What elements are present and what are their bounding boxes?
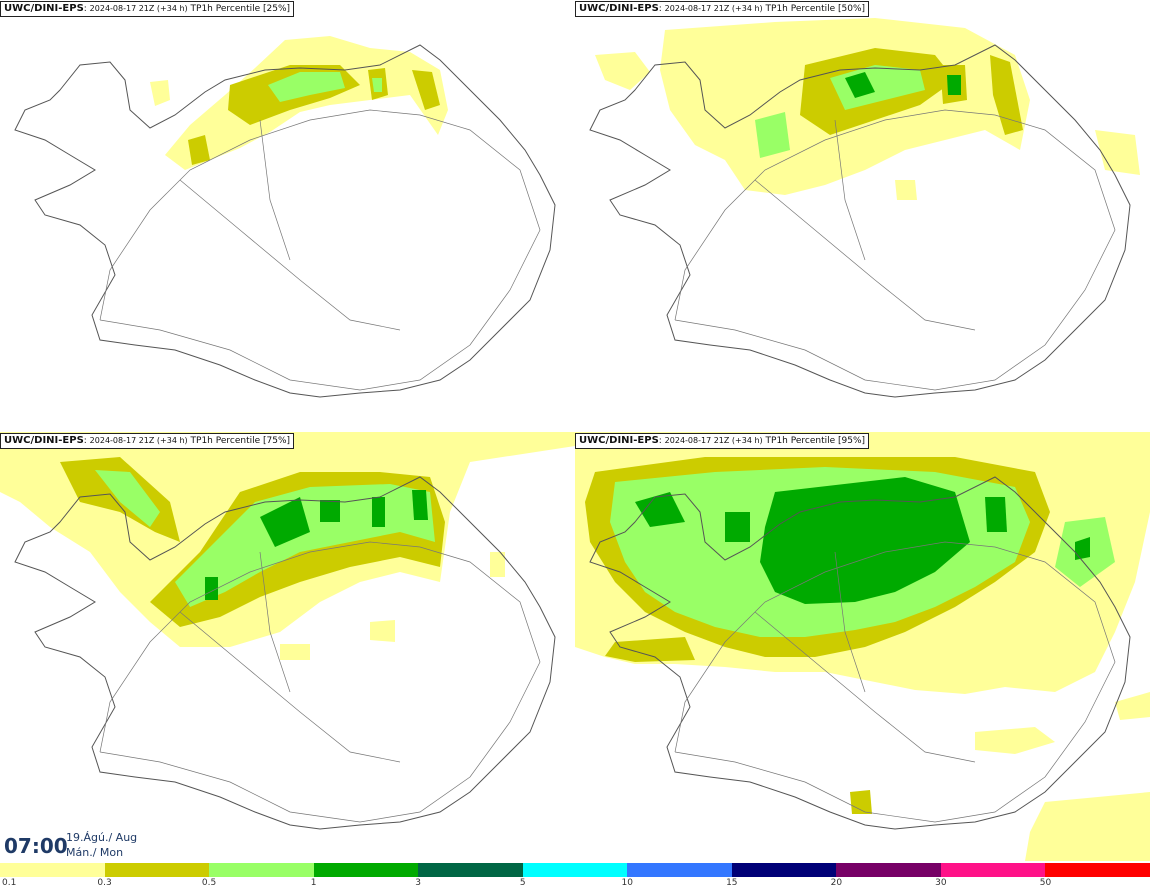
- variable-name: TP1h Percentile: [765, 436, 836, 446]
- variable-name: TP1h Percentile: [190, 436, 261, 446]
- legend-tick-label: 0.1: [2, 878, 17, 888]
- legend-swatch: [418, 863, 524, 877]
- legend-swatch: [522, 863, 628, 877]
- legend-tick-label: 10: [621, 878, 633, 888]
- legend-swatch: [104, 863, 210, 877]
- road-network-p25: [99, 109, 541, 391]
- run-info: 2024-08-17 21Z (+34 h): [664, 4, 763, 13]
- iceland-outline-p95: [589, 476, 1131, 830]
- legend-swatch: [0, 863, 106, 877]
- precip-field-p75: [0, 432, 575, 660]
- map-panel-p25: UWC/DINI-EPS: 2024-08-17 21Z (+34 h) TP1…: [0, 0, 575, 429]
- precip-field-p25: [150, 36, 448, 170]
- valid-time: 07:00: [4, 834, 68, 858]
- panel-title-p25: UWC/DINI-EPS: 2024-08-17 21Z (+34 h) TP1…: [0, 1, 295, 17]
- legend-swatch: [313, 863, 419, 877]
- legend-tick-label: 50: [1039, 878, 1052, 888]
- legend-tick-label: 0.3: [97, 878, 112, 888]
- legend-swatch: [731, 863, 837, 877]
- precip-map-p25: [14, 36, 556, 398]
- precip-field-p95: [575, 432, 1150, 861]
- model-name: UWC/DINI-EPS: [4, 435, 84, 446]
- precip-field-p50: [595, 18, 1140, 200]
- model-name: UWC/DINI-EPS: [4, 3, 84, 14]
- precip-map-p75: [0, 432, 575, 830]
- legend-tick-label: 30: [935, 878, 947, 888]
- map-panel-p95: UWC/DINI-EPS: 2024-08-17 21Z (+34 h) TP1…: [575, 432, 1150, 861]
- legend-swatch: [209, 863, 315, 877]
- legend-swatch: [836, 863, 942, 877]
- precip-map-p50: [589, 18, 1140, 398]
- iceland-outline-p50: [589, 44, 1131, 398]
- panel-title-p75: UWC/DINI-EPS: 2024-08-17 21Z (+34 h) TP1…: [0, 433, 295, 449]
- legend-swatch: [940, 863, 1046, 877]
- valid-date-line2: Mán./ Mon: [66, 846, 124, 859]
- run-info: 2024-08-17 21Z (+34 h): [664, 436, 763, 445]
- iceland-outline-p75: [14, 476, 556, 830]
- map-panel-p50: UWC/DINI-EPS: 2024-08-17 21Z (+34 h) TP1…: [575, 0, 1150, 429]
- precip-map-p95: [575, 432, 1150, 861]
- percentile-label: [25%]: [263, 4, 291, 14]
- road-network-p50: [674, 109, 1116, 391]
- legend-tick-label: 15: [726, 878, 738, 888]
- percentile-label: [75%]: [263, 436, 291, 446]
- legend-bar: [0, 863, 1150, 877]
- iceland-outline-p25: [14, 44, 556, 398]
- model-name: UWC/DINI-EPS: [579, 3, 659, 14]
- legend-swatch: [1045, 863, 1150, 877]
- legend-tick-label: 5: [519, 878, 526, 888]
- panel-title-p95: UWC/DINI-EPS: 2024-08-17 21Z (+34 h) TP1…: [575, 433, 870, 449]
- color-legend: 0.1 0.3 0.5 1 3 5 10 15 20 30 50: [0, 863, 1150, 891]
- variable-name: TP1h Percentile: [190, 4, 261, 14]
- road-network-p95: [674, 541, 1116, 823]
- model-name: UWC/DINI-EPS: [579, 435, 659, 446]
- valid-date-line1: 19.Ágú./ Aug: [66, 831, 138, 844]
- panel-title-p50: UWC/DINI-EPS: 2024-08-17 21Z (+34 h) TP1…: [575, 1, 870, 17]
- valid-time-box: 07:00 19.Ágú./ Aug Mán./ Mon: [0, 828, 142, 862]
- legend-tick-label: 3: [415, 878, 422, 888]
- legend-tick-label: 20: [830, 878, 843, 888]
- legend-swatch: [627, 863, 733, 877]
- percentile-label: [50%]: [838, 4, 866, 14]
- legend-tick-label: 1: [310, 878, 317, 888]
- percentile-label: [95%]: [838, 436, 866, 446]
- legend-tick-label: 0.5: [201, 878, 217, 888]
- variable-name: TP1h Percentile: [765, 4, 836, 14]
- road-network-p75: [99, 541, 541, 823]
- map-panel-p75: UWC/DINI-EPS: 2024-08-17 21Z (+34 h) TP1…: [0, 432, 575, 861]
- run-info: 2024-08-17 21Z (+34 h): [89, 436, 188, 445]
- run-info: 2024-08-17 21Z (+34 h): [89, 4, 188, 13]
